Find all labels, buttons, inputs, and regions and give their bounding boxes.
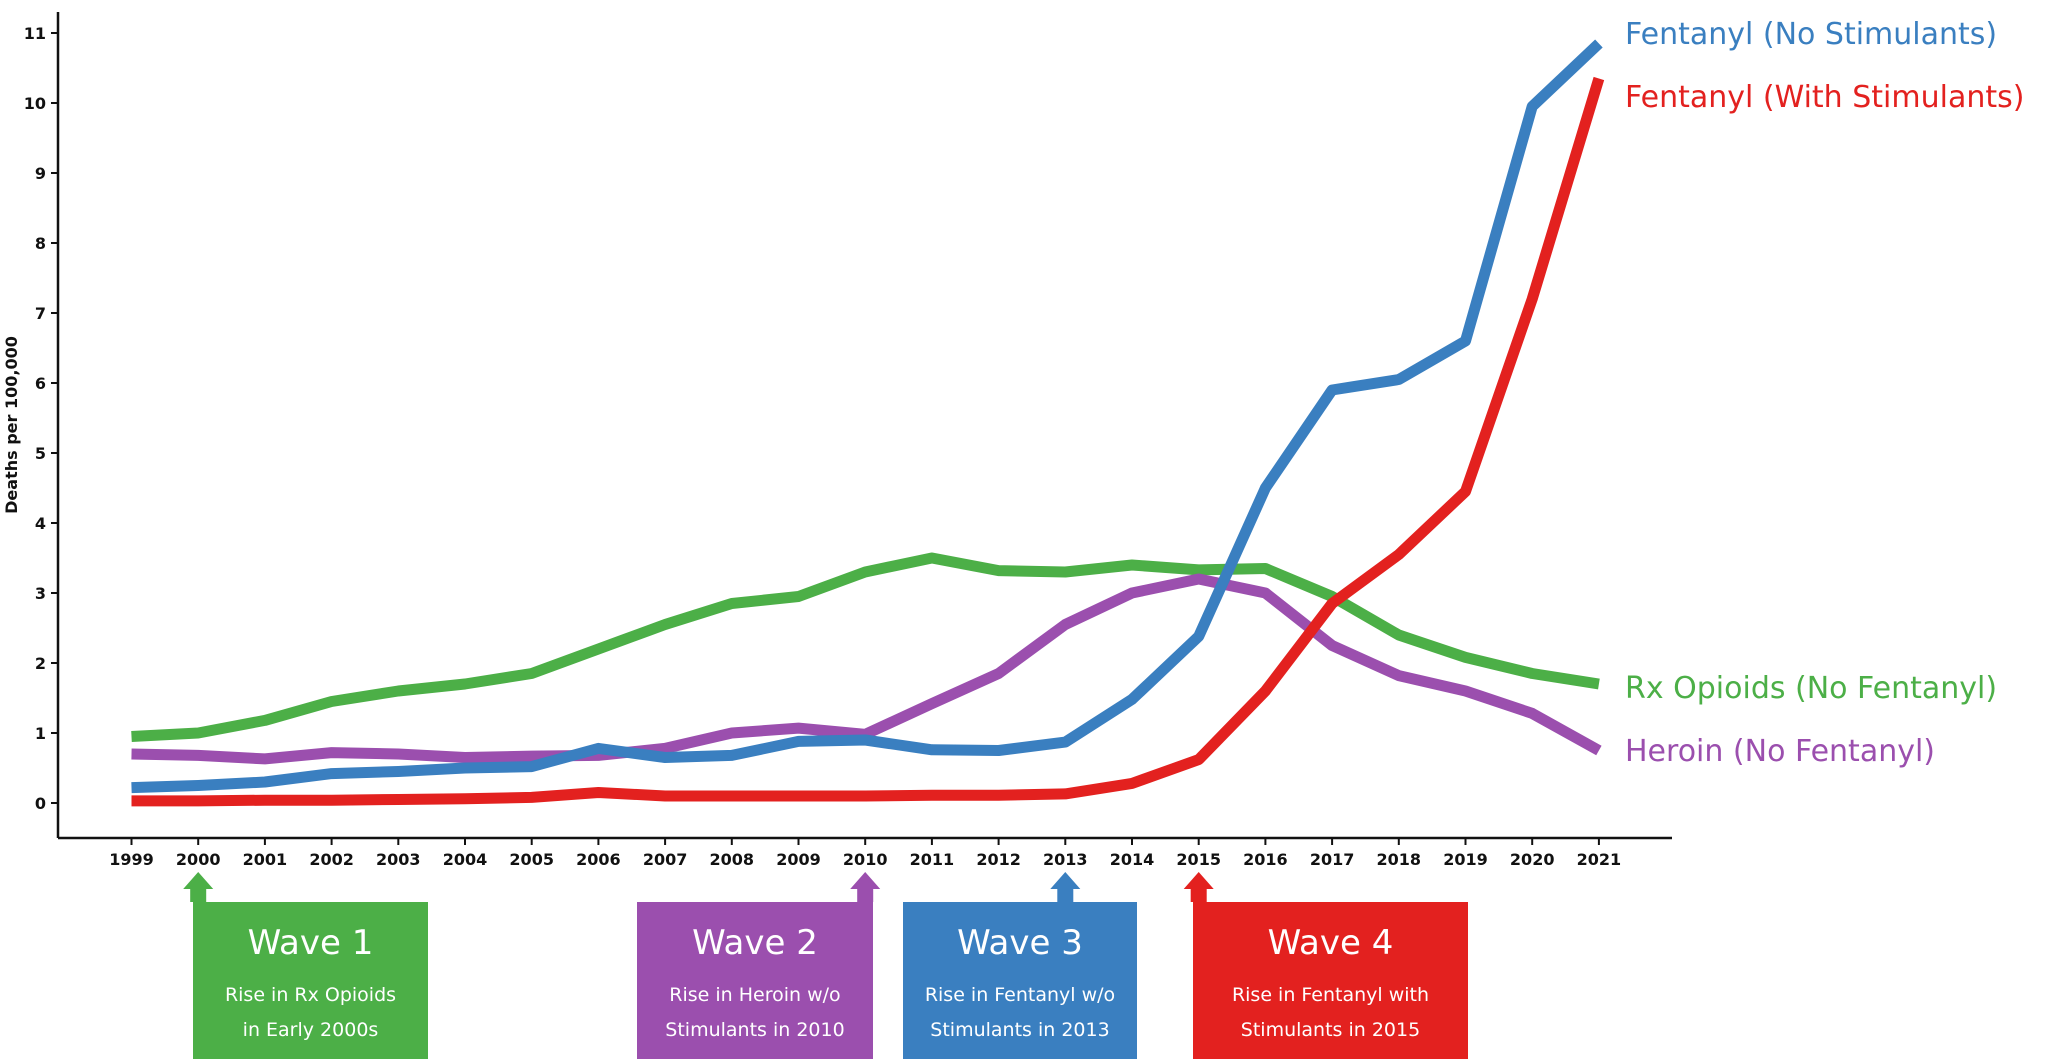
wave-title: Wave 3 [957,923,1083,963]
axes: 0 1 2 3 4 5 6 7 8 9 10 11 1999 2000 2001 2002 2003 2004 20… [2,12,1672,869]
series-label: Rx Opioids (No Fentanyl) [1625,671,1997,706]
y-tick-label: 4 [35,514,46,533]
y-tick-label: 8 [35,234,46,253]
y-tick-label: 10 [24,94,46,113]
series-label: Fentanyl (With Stimulants) [1625,80,2024,115]
x-tick-label: 2003 [376,850,421,869]
x-tick-label: 2011 [910,850,955,869]
y-tick-label: 0 [35,794,46,813]
x-tick-label: 2008 [710,850,755,869]
wave-description-line2: Stimulants in 2010 [665,1019,844,1041]
series-line-fentanyl-with-stimulants [131,76,1605,807]
wave-arrow [1050,872,1081,902]
wave-annotation-4: Wave 4 Rise in Fentanyl with Stimulants in… [1183,872,1468,1059]
wave-box [903,902,1137,1059]
series-line-heroin-no-fentanyl [131,573,1602,765]
wave-annotation-2: Wave 2 Rise in Heroin w/o Stimulants in 20… [637,872,881,1059]
x-tick-label: 1999 [109,850,154,869]
x-tick-label: 2017 [1310,850,1355,869]
y-tick-label: 2 [35,654,46,673]
wave-description-line2: Stimulants in 2013 [930,1019,1109,1041]
x-tick-label: 2014 [1110,850,1155,869]
wave-arrow [850,872,881,902]
x-tick-label: 2015 [1176,850,1221,869]
wave-annotation-1: Wave 1 Rise in Rx Opioids in Early 2000s [183,872,428,1059]
x-tick-label: 2004 [443,850,488,869]
x-tick-label: 2010 [843,850,888,869]
x-tick-label: 2005 [509,850,554,869]
series-line-fentanyl-no-stimulants [131,39,1603,794]
x-tick-label: 2006 [576,850,621,869]
y-tick-label: 6 [35,374,46,393]
wave-description-line1: Rise in Fentanyl with [1232,984,1429,1006]
y-tick-label: 9 [35,164,46,183]
x-tick-label: 2013 [1043,850,1088,869]
series-label: Fentanyl (No Stimulants) [1625,17,1997,52]
x-tick-label: 2019 [1443,850,1488,869]
series-labels: Rx Opioids (No Fentanyl) Heroin (No Fenta… [1625,17,2024,769]
wave-box [637,902,873,1059]
wave-box [1193,902,1468,1059]
wave-annotation-3: Wave 3 Rise in Fentanyl w/o Stimulants in … [903,872,1137,1059]
x-tick-label: 2002 [309,850,354,869]
y-tick-label: 3 [35,584,46,603]
y-axis-label: Deaths per 100,000 [2,336,21,514]
x-tick-label: 2007 [643,850,688,869]
wave-title: Wave 1 [248,923,374,963]
y-tick-label: 5 [35,444,46,463]
wave-description-line1: Rise in Heroin w/o [669,984,840,1006]
wave-description-line2: in Early 2000s [243,1019,379,1041]
y-tick-label: 1 [35,724,46,743]
y-tick-label: 7 [35,304,46,323]
wave-description-line2: Stimulants in 2015 [1241,1019,1420,1041]
wave-arrow [1183,872,1214,902]
wave-description-line1: Rise in Fentanyl w/o [925,984,1115,1006]
wave-description-line1: Rise in Rx Opioids [225,984,396,1006]
x-tick-label: 2018 [1377,850,1422,869]
x-tick-label: 2012 [976,850,1021,869]
wave-title: Wave 4 [1268,923,1394,963]
x-tick-label: 2020 [1510,850,1555,869]
wave-box [193,902,428,1059]
wave-arrow [183,872,214,902]
x-tick-label: 2001 [243,850,288,869]
x-tick-label: 2021 [1577,850,1622,869]
x-tick-label: 2000 [176,850,221,869]
series-line-rx-opioids-no-fentanyl [131,552,1600,742]
y-tick-label: 11 [24,24,46,43]
series-label: Heroin (No Fentanyl) [1625,734,1935,769]
x-tick-label: 2016 [1243,850,1288,869]
series-lines [131,39,1605,807]
wave-title: Wave 2 [692,923,818,963]
x-tick-label: 2009 [776,850,821,869]
